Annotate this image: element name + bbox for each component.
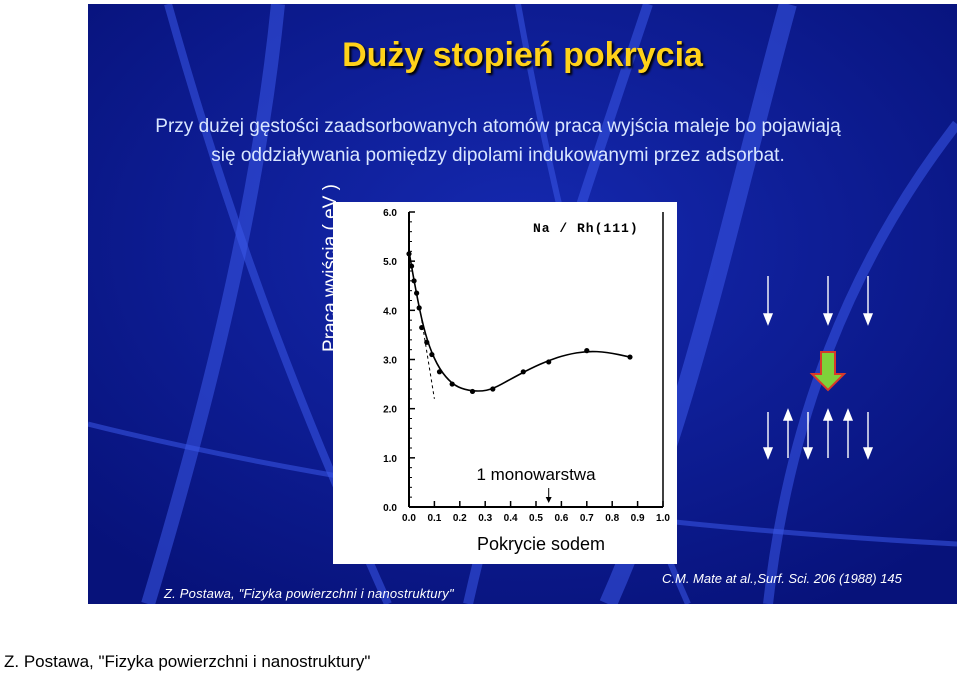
data-point	[411, 278, 417, 284]
data-point	[584, 348, 590, 354]
up-arrow-icon	[782, 408, 794, 458]
annotation-label: 1 monowarstwa	[476, 465, 596, 484]
down-arrow-icon	[822, 276, 834, 326]
x-tick-label: 1.0	[656, 513, 670, 524]
x-tick-label: 0.3	[478, 513, 492, 524]
chart-panel: 0.0 1.0 2.0 3.0 4.0 5.0 6.0 0.0 0.1 0.2 0.3 0.4 0.5 0…	[333, 202, 677, 564]
data-point	[546, 359, 552, 365]
fit-curve	[408, 251, 631, 392]
data-point	[408, 263, 415, 269]
y-tick-label: 5.0	[383, 257, 397, 268]
data-point	[429, 351, 435, 358]
data-point	[414, 290, 420, 296]
slide-title: Duży stopień pokrycia	[342, 36, 703, 74]
x-tick-label: 0.0	[402, 513, 416, 524]
y-tick-label: 6.0	[383, 208, 397, 219]
x-tick-label: 0.7	[580, 513, 594, 524]
x-tick-label: 0.5	[529, 513, 543, 524]
extrapolation-line	[421, 320, 435, 399]
data-point	[424, 339, 430, 345]
down-arrow-icon	[762, 412, 774, 460]
data-point	[449, 381, 455, 387]
citation-left: Z. Postawa, "Fizyka powierzchni i nanost…	[164, 586, 454, 601]
data-point	[416, 305, 422, 311]
footer-citation: Z. Postawa, "Fizyka powierzchni i nanost…	[4, 652, 371, 671]
x-tick-label: 0.2	[453, 513, 467, 524]
x-tick-label: 0.4	[504, 513, 518, 524]
down-arrow-icon	[802, 412, 814, 460]
y-tick-label: 4.0	[383, 306, 397, 317]
annotation-arrow-head	[545, 497, 552, 503]
work-function-chart: 0.0 1.0 2.0 3.0 4.0 5.0 6.0 0.0 0.1 0.2 0.3 0.4 0.5 0…	[383, 208, 670, 554]
dipole-arrows	[762, 276, 874, 460]
x-tick-label: 0.8	[605, 513, 619, 524]
data-point	[406, 251, 412, 257]
x-tick-label: 0.1	[427, 513, 441, 524]
data-point	[627, 354, 633, 360]
y-tick-label: 2.0	[383, 405, 397, 416]
x-tick-label: 0.9	[631, 513, 645, 524]
block-arrow-down-icon	[809, 351, 847, 392]
down-arrow-icon	[862, 412, 874, 460]
down-arrow-icon	[762, 276, 774, 326]
data-point	[436, 369, 443, 375]
up-arrow-icon	[842, 408, 854, 458]
slide-paragraph: Przy dużej gęstości zaadsorbowanych atom…	[155, 116, 841, 166]
chart-title: Na / Rh(111)	[533, 221, 639, 236]
data-point	[520, 369, 526, 375]
y-tick-label: 3.0	[383, 356, 397, 367]
y-tick-label: 0.0	[383, 503, 397, 514]
data-point	[419, 324, 425, 331]
x-tick-label: 0.6	[554, 513, 568, 524]
data-point	[490, 386, 496, 392]
citation-right: C.M. Mate at al.,Surf. Sci. 206 (1988) 1…	[662, 571, 902, 586]
data-point	[469, 388, 476, 395]
annotation-box	[461, 458, 611, 488]
up-arrow-icon	[822, 408, 834, 458]
down-arrow-icon	[862, 276, 874, 326]
y-tick-label: 1.0	[383, 454, 397, 465]
x-axis-label: Pokrycie sodem	[477, 534, 605, 554]
